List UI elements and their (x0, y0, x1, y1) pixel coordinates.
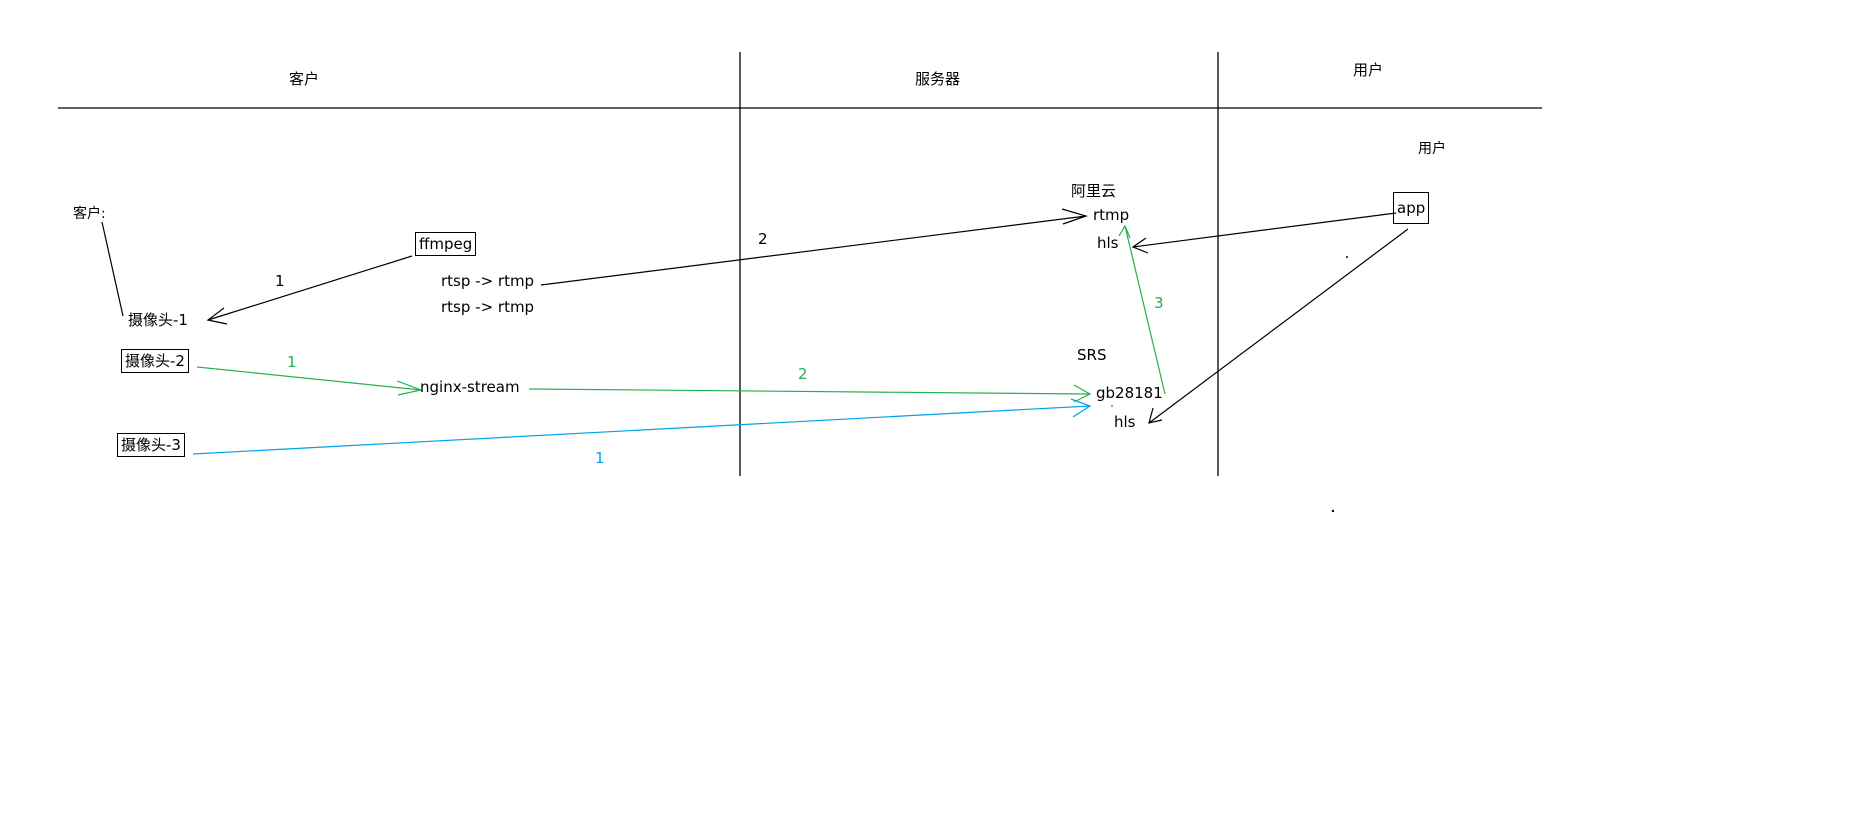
aliyun-rtmp-label: rtmp (1093, 206, 1130, 224)
column-header-customer: 客户 (289, 70, 320, 88)
user-label: 用户 (1418, 141, 1446, 157)
column-header-user: 用户 (1353, 61, 1384, 79)
srs-label: SRS (1077, 346, 1107, 364)
customer-to-camera1-line (101, 221, 124, 317)
srs-gb28181-label: gb28181 (1096, 384, 1163, 402)
camera-2-box: 摄像头-2 (121, 349, 189, 373)
rtsp-to-rtmp-label-1: rtsp -> rtmp (441, 272, 535, 290)
arrow-ffmpeg-to-aliyun-rtmp (540, 208, 1088, 286)
arrow-nginx-to-gb28181 (528, 384, 1092, 403)
rtsp-to-rtmp-label-2: rtsp -> rtmp (441, 298, 535, 316)
stray-dot (1346, 256, 1348, 258)
arrow-ffmpeg-to-camera1 (206, 255, 413, 325)
arrow-camera3-to-gb28181 (192, 398, 1092, 455)
aliyun-hls-label: hls (1097, 234, 1119, 252)
arrow-app-to-srs-hls (1148, 228, 1409, 424)
step-number-black-1: 1 (275, 272, 285, 290)
arrow-app-to-aliyun-hls (1131, 212, 1397, 254)
camera-1-label: 摄像头-1 (128, 311, 188, 329)
column-header-server: 服务器 (915, 70, 961, 88)
app-box: app (1393, 192, 1430, 224)
step-number-green-3: 3 (1154, 294, 1164, 312)
aliyun-label: 阿里云 (1071, 182, 1117, 200)
stray-dot (1331, 509, 1335, 513)
step-number-green-1: 1 (287, 353, 297, 371)
nginx-stream-label: nginx-stream (420, 378, 520, 396)
ffmpeg-box: ffmpeg (415, 232, 477, 256)
step-number-green-2: 2 (798, 365, 808, 383)
srs-hls-label: hls (1114, 413, 1136, 431)
arrow-camera2-to-nginx (196, 366, 424, 396)
camera-3-box: 摄像头-3 (117, 433, 185, 457)
step-number-blue-1: 1 (595, 449, 605, 467)
customer-label: 客户: (73, 206, 106, 222)
arrow-gb28181-to-aliyun (1118, 224, 1166, 395)
step-number-black-2: 2 (758, 230, 768, 248)
stray-dot (1111, 405, 1113, 407)
